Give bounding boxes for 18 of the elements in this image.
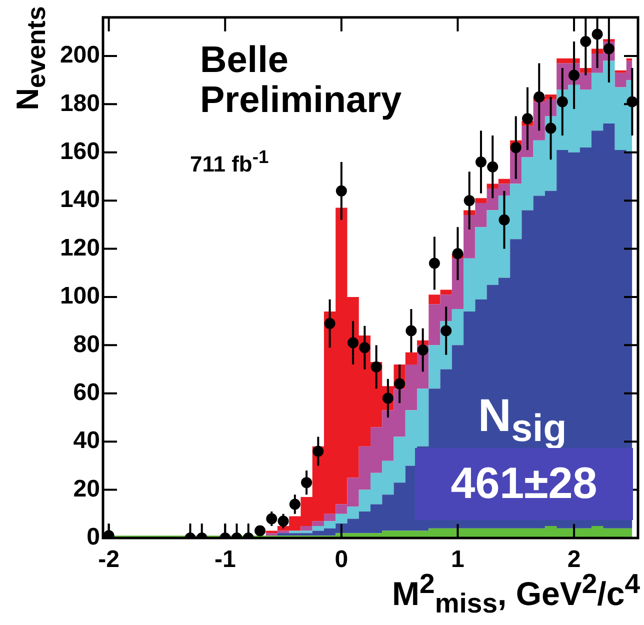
y-tick-label: 40 — [73, 427, 100, 454]
x-tick-label: -1 — [214, 546, 236, 574]
annotation: 711 fb$^{-1}$ — [190, 146, 269, 178]
y-tick-label: 160 — [60, 138, 100, 165]
x-tick-label: 0 — [334, 546, 348, 574]
annotation: N$_{sig}$ — [478, 388, 567, 452]
y-tick-label: 120 — [60, 234, 100, 262]
y-tick-label: 80 — [73, 330, 100, 358]
y-tick-label: 100 — [60, 282, 100, 310]
y-tick-label: 60 — [73, 379, 100, 406]
y-tick-label: 0 — [86, 524, 100, 551]
y-tick-label: 140 — [60, 186, 100, 214]
annotation: Belle Preliminary — [200, 39, 403, 120]
y-tick-label: 180 — [60, 90, 100, 117]
annotation: 461±28 — [450, 459, 598, 508]
x-tick-label: -2 — [98, 546, 120, 574]
y-tick-label: 200 — [60, 42, 100, 69]
y-tick-label: 20 — [73, 475, 100, 502]
